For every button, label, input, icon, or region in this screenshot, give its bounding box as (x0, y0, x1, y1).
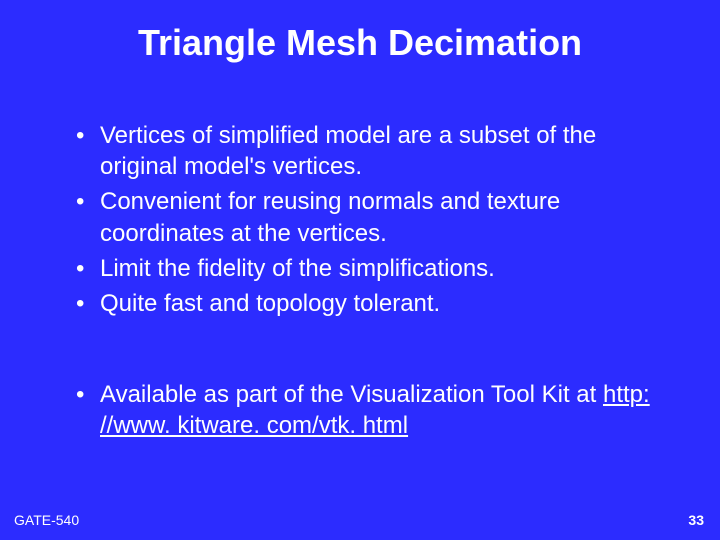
bullet-list-2: Available as part of the Visualization T… (70, 379, 660, 441)
list-item: Convenient for reusing normals and textu… (70, 186, 660, 248)
list-item: Limit the fidelity of the simplification… (70, 253, 660, 284)
list-item: Vertices of simplified model are a subse… (70, 120, 660, 182)
slide-title: Triangle Mesh Decimation (0, 22, 720, 64)
slide: Triangle Mesh Decimation Vertices of sim… (0, 0, 720, 540)
footer-page-number: 33 (688, 512, 704, 528)
bullet-text-prefix: Available as part of the Visualization T… (100, 381, 603, 408)
bullet-list-1: Vertices of simplified model are a subse… (70, 120, 660, 319)
slide-content: Vertices of simplified model are a subse… (70, 120, 660, 446)
footer-left: GATE-540 (14, 512, 79, 528)
list-item: Available as part of the Visualization T… (70, 379, 660, 441)
list-item: Quite fast and topology tolerant. (70, 288, 660, 319)
